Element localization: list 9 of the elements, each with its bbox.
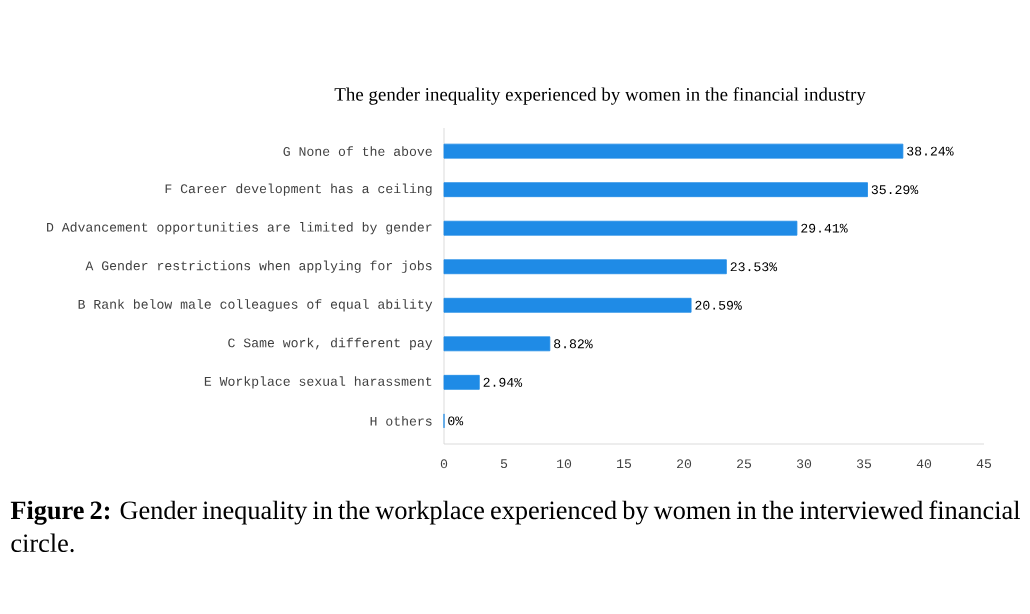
bar xyxy=(443,143,904,159)
bar xyxy=(443,336,551,352)
bar xyxy=(443,297,692,313)
text: Figure 2: Gender inequality in the workplace experienced by women in the interviewed financial circle. xyxy=(10,500,1020,553)
bar xyxy=(443,220,798,236)
chart-title: The gender inequality experienced by women in the financial industry xyxy=(334,87,866,105)
bar xyxy=(443,374,480,390)
bar xyxy=(443,182,868,198)
bar xyxy=(443,259,727,275)
